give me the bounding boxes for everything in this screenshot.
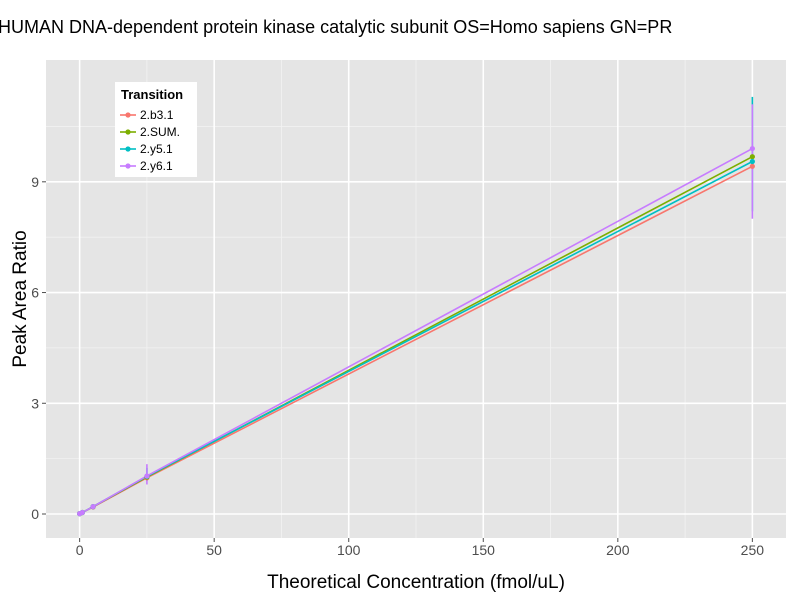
- x-tick-label: 200: [606, 542, 630, 558]
- legend-key-point: [125, 112, 131, 118]
- data-point: [144, 473, 150, 479]
- data-point: [749, 163, 755, 169]
- grid-major: [46, 60, 786, 538]
- y-tick-label: 6: [31, 285, 39, 301]
- x-tick-label: 100: [337, 542, 361, 558]
- y-tick-label: 9: [31, 174, 39, 190]
- data-point: [90, 504, 96, 510]
- y-axis-title: Peak Area Ratio: [10, 230, 31, 367]
- legend-key-point: [125, 129, 131, 135]
- legend-key-point: [125, 163, 131, 169]
- data-point: [749, 145, 755, 152]
- legend-items: 2.b3.1 2.SUM. 2.y5.1 2.y6.1: [120, 108, 180, 173]
- x-tick-label: 150: [472, 542, 496, 558]
- data-point: [749, 158, 755, 165]
- x-axis-ticks: 0 50 100 150 200 250: [76, 538, 765, 558]
- legend-key-point: [125, 146, 131, 152]
- series-points: [77, 145, 755, 517]
- data-point: [79, 509, 85, 516]
- legend-label: 2.b3.1: [140, 108, 174, 122]
- legend-label: 2.y5.1: [140, 142, 173, 156]
- y-axis-ticks: 0 3 6 9: [31, 174, 46, 522]
- x-tick-label: 50: [206, 542, 222, 558]
- y-tick-label: 0: [31, 506, 39, 522]
- legend: Transition 2.b3.1 2.SUM. 2.y5.1 2.y6.1: [115, 82, 197, 177]
- x-axis-title: Theoretical Concentration (fmol/uL): [267, 572, 565, 593]
- data-point: [749, 154, 755, 160]
- x-tick-label: 250: [741, 542, 765, 558]
- legend-title: Transition: [121, 87, 183, 102]
- legend-label: 2.SUM.: [140, 125, 180, 139]
- y-tick-label: 3: [31, 395, 39, 411]
- chart-title: HUMAN DNA-dependent protein kinase catal…: [0, 17, 672, 37]
- x-tick-label: 0: [76, 542, 84, 558]
- legend-label: 2.y6.1: [140, 159, 173, 173]
